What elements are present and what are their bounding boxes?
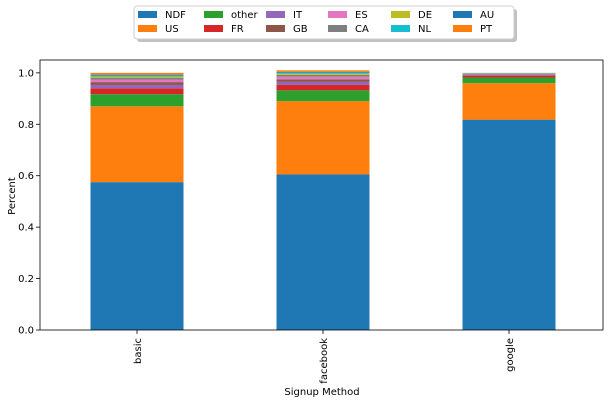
bar-segment-basic-other <box>90 94 184 107</box>
legend-swatch-US <box>138 25 157 32</box>
bar-segment-facebook-NDF <box>276 174 370 330</box>
bar-segment-google-US <box>462 83 556 120</box>
bar-segment-google-other <box>462 77 556 84</box>
legend-swatch-DE <box>391 11 410 18</box>
bar-segment-facebook-NL <box>276 72 370 74</box>
x-tick-label-basic: basic <box>133 338 144 364</box>
bars <box>90 70 556 331</box>
bar-segment-facebook-AU <box>276 71 370 73</box>
legend-swatch-AU <box>453 11 472 18</box>
bar-segment-basic-FR <box>90 88 184 95</box>
bar-segment-google-FR <box>462 75 556 78</box>
legend-label-DE: DE <box>418 10 432 21</box>
legend-swatch-FR <box>204 25 223 32</box>
y-tick-label: 0.8 <box>18 120 34 131</box>
x-axis: basic facebook google <box>133 330 516 384</box>
x-tick-label-facebook: facebook <box>319 338 330 384</box>
legend-label-US: US <box>165 24 179 35</box>
bar-segment-google-ES <box>462 73 556 75</box>
legend-swatch-IT <box>266 11 285 18</box>
bar-segment-basic-PT <box>90 72 184 75</box>
bar-segment-basic-AU <box>90 74 184 76</box>
legend-swatch-CA <box>328 25 347 32</box>
bar-segment-google-IT <box>462 74 556 76</box>
bar-segment-google-CA <box>462 73 556 74</box>
bar-segment-google-NDF <box>462 119 556 331</box>
bar-segment-google-GB <box>462 74 556 75</box>
legend-swatch-PT <box>453 25 472 32</box>
bar-segment-basic-GB <box>90 82 184 85</box>
bar-segment-basic-DE <box>90 76 184 78</box>
legend-label-NDF: NDF <box>165 10 186 21</box>
bar-segment-basic-ES <box>90 79 184 83</box>
y-tick-label: 0.4 <box>18 223 34 234</box>
y-tick-label: 0.2 <box>18 274 34 285</box>
bar-segment-basic-US <box>90 106 184 183</box>
legend-label-GB: GB <box>293 24 308 35</box>
bar-segment-facebook-PT <box>276 70 370 72</box>
bar-segment-facebook-other <box>276 90 370 102</box>
legend-box <box>133 5 515 40</box>
legend-swatch-other <box>204 11 223 18</box>
bar-segment-facebook-CA <box>276 74 370 77</box>
legend-swatch-NL <box>391 25 410 32</box>
bar-segment-facebook-FR <box>276 84 370 91</box>
legend: NDF US other FR IT GB ES CA DE NL AU PT <box>133 5 517 42</box>
bar-segment-basic-IT <box>90 84 184 89</box>
bar-segment-facebook-ES <box>276 76 370 80</box>
y-axis-label: Percent <box>7 177 18 215</box>
legend-label-AU: AU <box>480 10 494 21</box>
x-tick-label-google: google <box>505 338 516 372</box>
legend-label-IT: IT <box>293 10 303 21</box>
legend-label-other: other <box>231 10 259 21</box>
bar-segment-facebook-GB <box>276 79 370 82</box>
bar-segment-basic-NL <box>90 75 184 77</box>
y-tick-label: 0.6 <box>18 171 34 182</box>
bar-segment-basic-NDF <box>90 182 184 330</box>
bar-segment-facebook-IT <box>276 81 370 85</box>
x-axis-label: Signup Method <box>284 387 359 398</box>
legend-label-PT: PT <box>480 24 493 35</box>
y-axis: 0.0 0.2 0.4 0.6 0.8 1.0 <box>18 68 40 337</box>
bar-segment-facebook-DE <box>276 73 370 75</box>
legend-swatch-ES <box>328 11 347 18</box>
legend-swatch-NDF <box>138 11 157 18</box>
legend-swatch-GB <box>266 25 285 32</box>
plot-frame <box>39 59 604 331</box>
legend-label-ES: ES <box>355 10 368 21</box>
y-tick-label: 1.0 <box>18 68 34 79</box>
y-tick-label: 0.0 <box>18 326 34 337</box>
legend-label-FR: FR <box>231 24 244 35</box>
bar-segment-facebook-US <box>276 101 370 175</box>
legend-label-NL: NL <box>418 24 431 35</box>
legend-label-CA: CA <box>355 24 369 35</box>
bar-segment-basic-CA <box>90 77 184 80</box>
